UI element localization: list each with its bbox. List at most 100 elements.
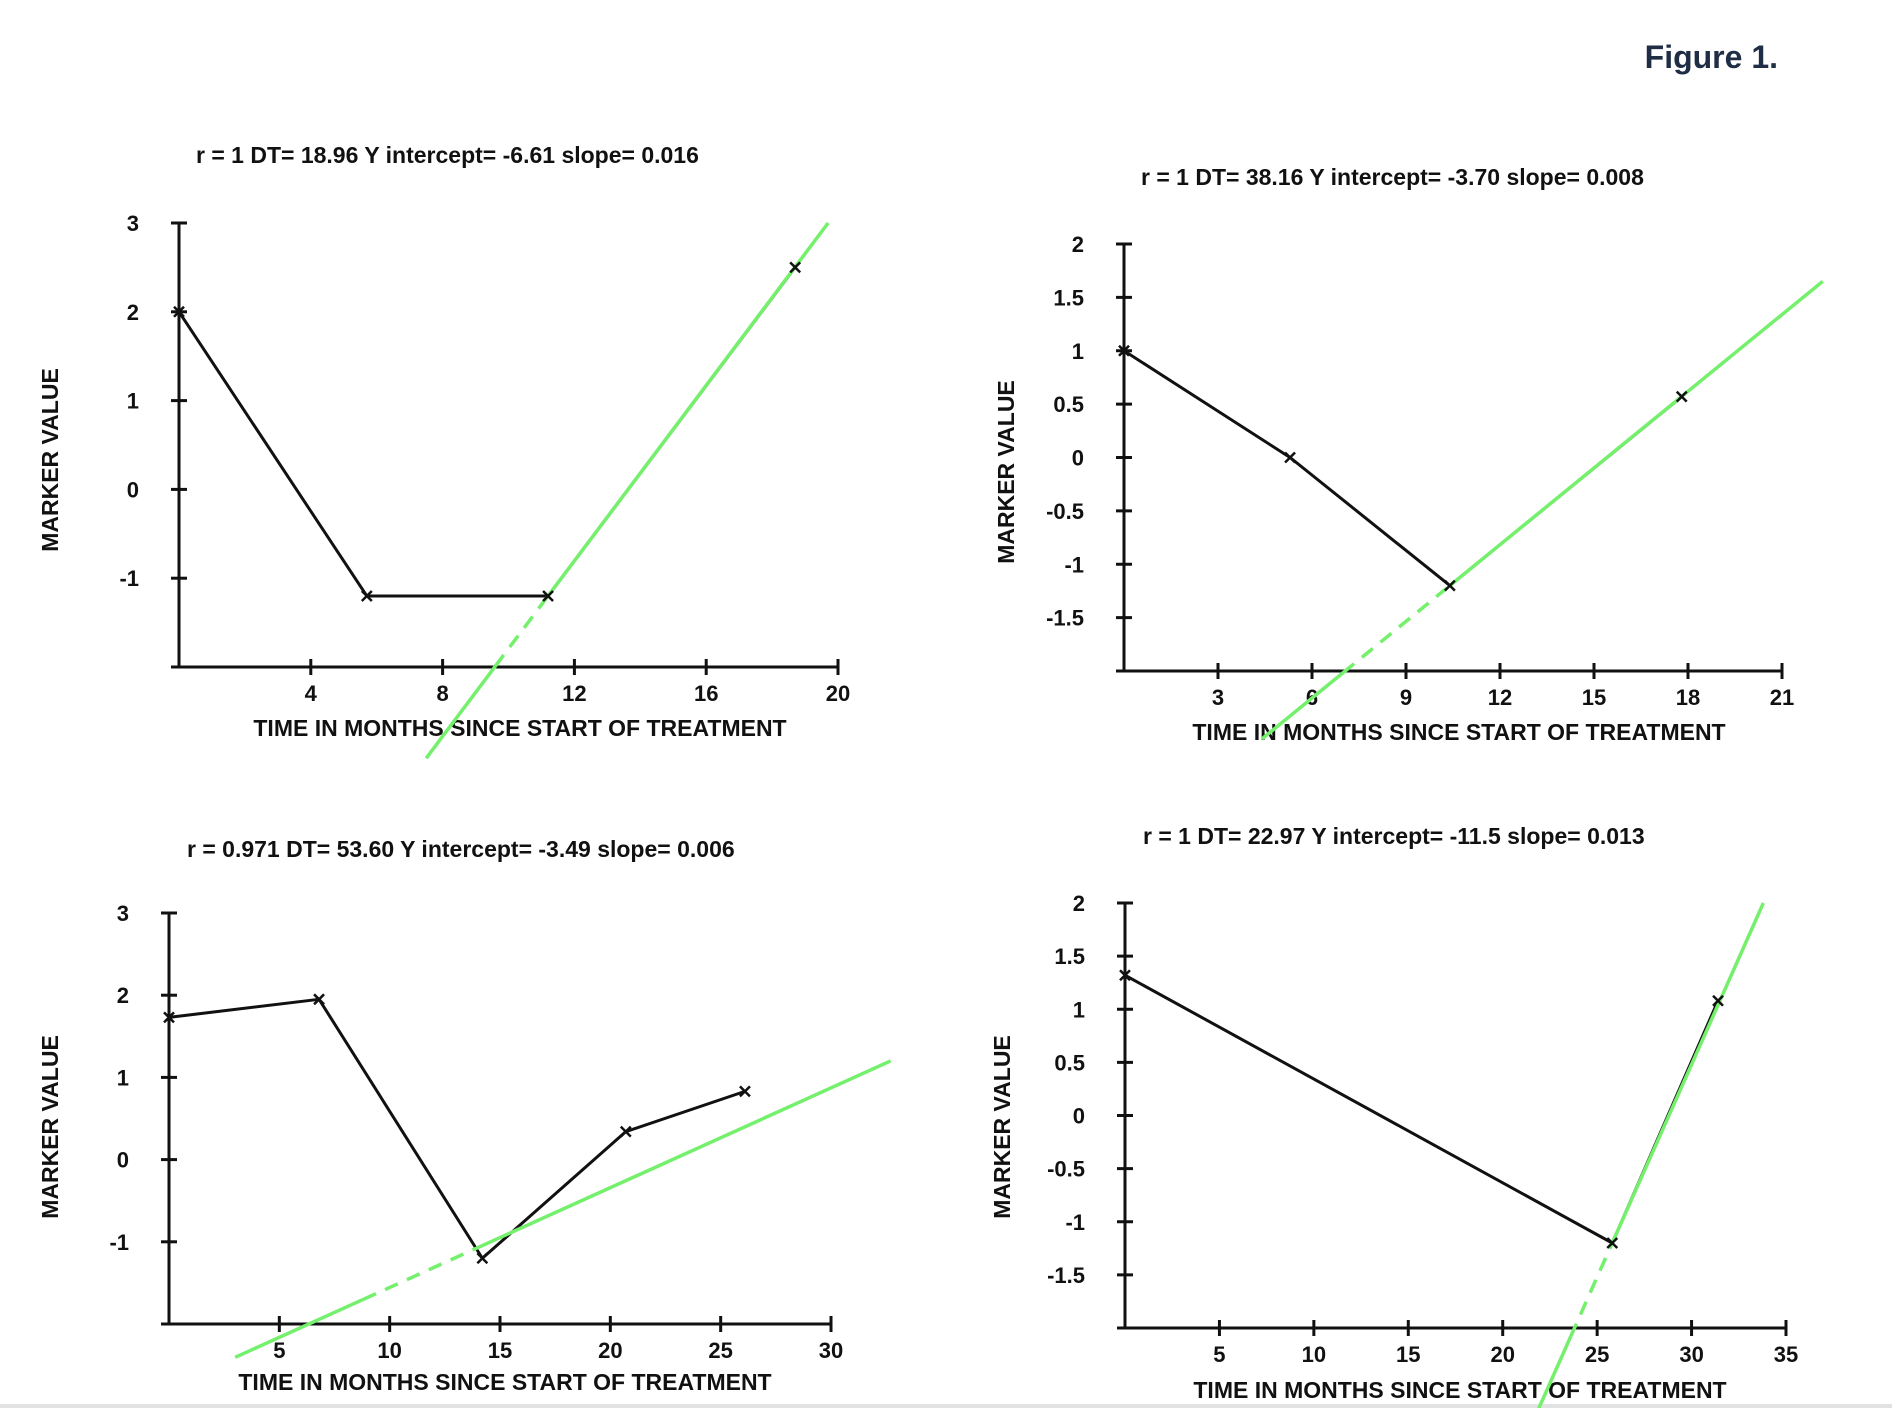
data-series-line — [168, 997, 746, 1260]
fit-line-group — [424, 221, 830, 760]
y-tick-label: 0.5 — [1054, 1050, 1085, 1075]
x-tick-label: 10 — [377, 1338, 401, 1363]
fit-line-dashed-extrapolation — [493, 594, 550, 668]
x-tick-label: 20 — [1490, 1342, 1514, 1367]
y-tick-label: 3 — [127, 211, 139, 236]
data-point-marker — [476, 1252, 489, 1265]
chart-panel-1: r = 1 DT= 18.96 Y intercept= -6.61 slope… — [37, 142, 850, 760]
fit-line-dashed-extrapolation — [362, 1245, 479, 1302]
x-tick-label: 4 — [305, 681, 318, 706]
x-tick-label: 18 — [1676, 685, 1700, 710]
x-tick-label: 30 — [1679, 1342, 1703, 1367]
fit-line-dashed-extrapolation — [1342, 584, 1451, 674]
fit-line-group — [1260, 280, 1824, 741]
y-axis-label: MARKER VALUE — [989, 1035, 1015, 1219]
data-point-marker — [619, 1125, 632, 1138]
y-axis-label: MARKER VALUE — [37, 368, 63, 552]
x-tick-label: 16 — [694, 681, 718, 706]
data-point-marker — [1675, 390, 1688, 403]
x-tick-label: 5 — [273, 1338, 285, 1363]
data-point-marker — [1443, 579, 1456, 592]
y-tick-label: 1.5 — [1053, 285, 1084, 310]
figure-label: Figure 1. — [1645, 39, 1778, 75]
x-tick-label: 10 — [1302, 1342, 1326, 1367]
y-tick-label: 0.5 — [1053, 392, 1084, 417]
y-tick-label: -0.5 — [1046, 499, 1084, 524]
fit-line — [546, 221, 830, 598]
y-tick-label: 0 — [1073, 1104, 1085, 1129]
chart-panel-2: r = 1 DT= 38.16 Y intercept= -3.70 slope… — [993, 164, 1824, 745]
data-series-line — [1123, 349, 1683, 588]
fit-line — [1448, 280, 1824, 587]
fit-line-group — [1537, 902, 1765, 1408]
chart-title: r = 1 DT= 38.16 Y intercept= -3.70 slope… — [1141, 164, 1644, 190]
fit-line-extrapolation — [424, 665, 497, 760]
y-tick-label: 2 — [117, 983, 129, 1008]
x-tick-label: 20 — [826, 681, 850, 706]
y-tick-label: 0 — [127, 477, 139, 502]
x-tick-label: 20 — [598, 1338, 622, 1363]
data-point-marker — [542, 590, 554, 602]
data-point-marker — [173, 305, 185, 318]
y-tick-label: 0 — [117, 1148, 129, 1173]
y-tick-label: -1 — [1064, 552, 1084, 577]
x-tick-label: 15 — [488, 1338, 512, 1363]
x-axis-label: TIME IN MONTHS SINCE START OF TREATMENT — [253, 715, 786, 741]
y-tick-label: 1.5 — [1054, 944, 1085, 969]
x-tick-label: 9 — [1400, 685, 1412, 710]
y-axis-label: MARKER VALUE — [993, 380, 1019, 564]
data-point-marker — [1284, 451, 1296, 464]
x-tick-label: 30 — [819, 1338, 843, 1363]
chart-panel-3: r = 0.971 DT= 53.60 Y intercept= -3.49 s… — [37, 836, 892, 1395]
data-point-marker — [163, 1011, 175, 1024]
fit-line-extrapolation — [234, 1297, 364, 1359]
y-tick-label: 2 — [1072, 232, 1084, 257]
y-axis-label: MARKER VALUE — [37, 1035, 63, 1219]
y-tick-label: 1 — [127, 389, 139, 414]
fit-line-group — [234, 1059, 892, 1359]
data-point-marker — [789, 261, 802, 274]
y-tick-label: 1 — [117, 1065, 129, 1090]
x-tick-label: 12 — [562, 681, 586, 706]
bottom-rule — [0, 1404, 1892, 1408]
chart-title: r = 0.971 DT= 53.60 Y intercept= -3.49 s… — [187, 836, 735, 862]
x-tick-label: 21 — [1770, 685, 1794, 710]
y-tick-label: -1.5 — [1046, 606, 1084, 631]
x-tick-label: 5 — [1213, 1342, 1225, 1367]
data-point-marker — [1118, 344, 1130, 357]
data-point-marker — [360, 590, 373, 602]
x-tick-label: 35 — [1774, 1342, 1798, 1367]
data-point-marker — [1119, 969, 1131, 982]
data-point-marker — [313, 993, 325, 1006]
fit-line-extrapolation — [1260, 671, 1345, 741]
x-tick-label: 25 — [708, 1338, 732, 1363]
x-tick-label: 15 — [1582, 685, 1606, 710]
data-point-marker — [1712, 994, 1724, 1007]
y-tick-label: 3 — [117, 901, 129, 926]
y-tick-label: -1 — [119, 566, 139, 591]
y-tick-label: 0 — [1072, 446, 1084, 471]
x-axis-label: TIME IN MONTHS SINCE START OF TREATMENT — [238, 1369, 771, 1395]
fit-line-extrapolation — [1537, 1335, 1573, 1408]
y-tick-label: -1.5 — [1047, 1263, 1085, 1288]
x-tick-label: 12 — [1488, 685, 1512, 710]
chart-title: r = 1 DT= 18.96 Y intercept= -6.61 slope… — [196, 142, 699, 168]
y-tick-label: 1 — [1072, 339, 1084, 364]
x-axis-label: TIME IN MONTHS SINCE START OF TREATMENT — [1193, 1377, 1726, 1403]
data-point-marker — [739, 1085, 751, 1098]
y-tick-label: -1 — [109, 1230, 129, 1255]
y-tick-label: -1 — [1065, 1210, 1085, 1235]
y-tick-label: 2 — [127, 300, 139, 325]
chart-panel-4: r = 1 DT= 22.97 Y intercept= -11.5 slope… — [989, 823, 1798, 1408]
x-tick-label: 8 — [436, 681, 448, 706]
data-point-marker — [1606, 1237, 1619, 1249]
x-tick-label: 3 — [1212, 685, 1224, 710]
fit-line-dashed-extrapolation — [1569, 1242, 1614, 1338]
y-tick-label: 2 — [1073, 891, 1085, 916]
chart-title: r = 1 DT= 22.97 Y intercept= -11.5 slope… — [1143, 823, 1645, 849]
fit-line — [1610, 902, 1765, 1244]
y-tick-label: 1 — [1073, 997, 1085, 1022]
data-series-line — [177, 266, 797, 598]
y-tick-label: -0.5 — [1047, 1157, 1085, 1182]
